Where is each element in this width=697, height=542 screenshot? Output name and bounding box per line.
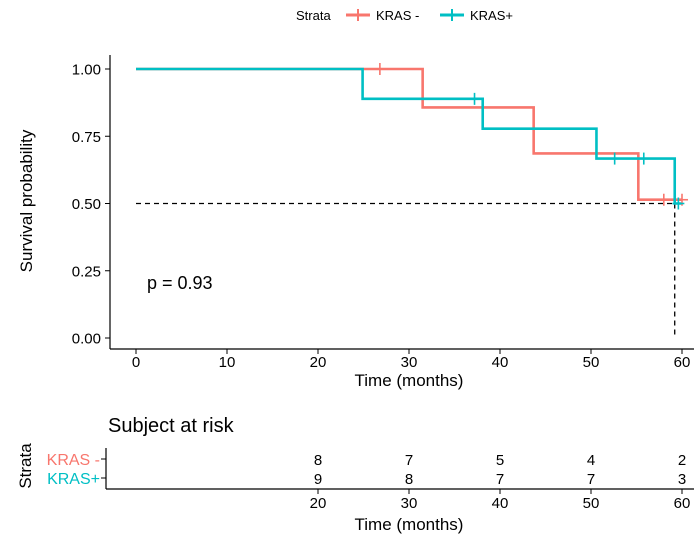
y-axis-title: Survival probability [17,129,36,272]
y-tick-label: 0.75 [72,129,101,146]
y-tick-label: 0.00 [72,331,101,348]
censor-mark-kras-pos [672,197,685,210]
censor-marks [373,63,688,210]
x-tick-label: 10 [219,354,236,371]
risk-table-rows: KRAS - 8 7 5 4 2 KRAS+ 9 8 7 7 3 [47,452,687,488]
x-tick-label: 30 [401,354,418,371]
risk-table: Subject at risk Strata KRAS - 8 7 5 4 2 KRAS+ 9… [16,415,694,534]
risk-x-tick-label: 50 [583,495,600,512]
risk-table-cell: 7 [405,452,413,469]
x-tick-label: 60 [674,354,691,371]
risk-table-cell: 7 [496,471,504,488]
risk-table-cell: 7 [587,471,595,488]
survival-curves [136,67,682,205]
legend-label-kras-neg: KRAS - [376,8,419,23]
censor-mark-kras-pos [608,152,621,165]
x-axis-title: Time (months) [355,371,464,390]
risk-table-cell: 5 [496,452,504,469]
risk-table-y-title: Strata [16,443,35,489]
legend-title: Strata [296,8,331,23]
p-value-annotation: p = 0.93 [147,273,213,293]
censor-mark-kras-neg [657,193,670,206]
risk-table-cell: 8 [314,452,322,469]
risk-row-label: KRAS - [47,452,100,469]
median-reference-lines [136,202,676,338]
x-tick-label: 20 [310,354,327,371]
y-tick-label: 0.25 [72,263,101,280]
censor-mark-kras-neg [373,63,386,75]
risk-table-x-ticks: 20 30 40 50 60 [310,489,691,512]
x-ticks: 0 10 20 30 40 50 60 [132,349,691,371]
risk-table-cell: 8 [405,471,413,488]
y-ticks: 0.00 0.25 0.50 0.75 1.00 [72,62,110,348]
survival-curve-kras-pos [136,67,682,205]
risk-table-x-title: Time (months) [355,515,464,534]
risk-table-cell: 3 [678,471,686,488]
risk-table-cell: 4 [587,452,595,469]
risk-x-tick-label: 60 [674,495,691,512]
legend: Strata KRAS - KRAS+ [296,8,513,23]
y-tick-label: 1.00 [72,62,101,79]
risk-table-cell: 9 [314,471,322,488]
risk-x-tick-label: 30 [401,495,418,512]
risk-x-tick-label: 20 [310,495,327,512]
risk-table-cell: 2 [678,452,686,469]
survival-plot: 0.00 0.25 0.50 0.75 1.00 0 10 20 30 40 50 60 p = 0… [17,55,694,390]
legend-label-kras-pos: KRAS+ [470,8,513,23]
risk-x-tick-label: 40 [492,495,509,512]
y-tick-label: 0.50 [72,196,101,213]
x-tick-label: 50 [583,354,600,371]
risk-table-title: Subject at risk [108,415,235,437]
censor-mark-kras-pos [637,152,650,165]
survival-curve-kras-neg [136,67,682,202]
x-tick-label: 0 [132,354,140,371]
censor-mark-kras-pos [468,92,481,105]
x-tick-label: 40 [492,354,509,371]
risk-row-label: KRAS+ [47,471,100,488]
